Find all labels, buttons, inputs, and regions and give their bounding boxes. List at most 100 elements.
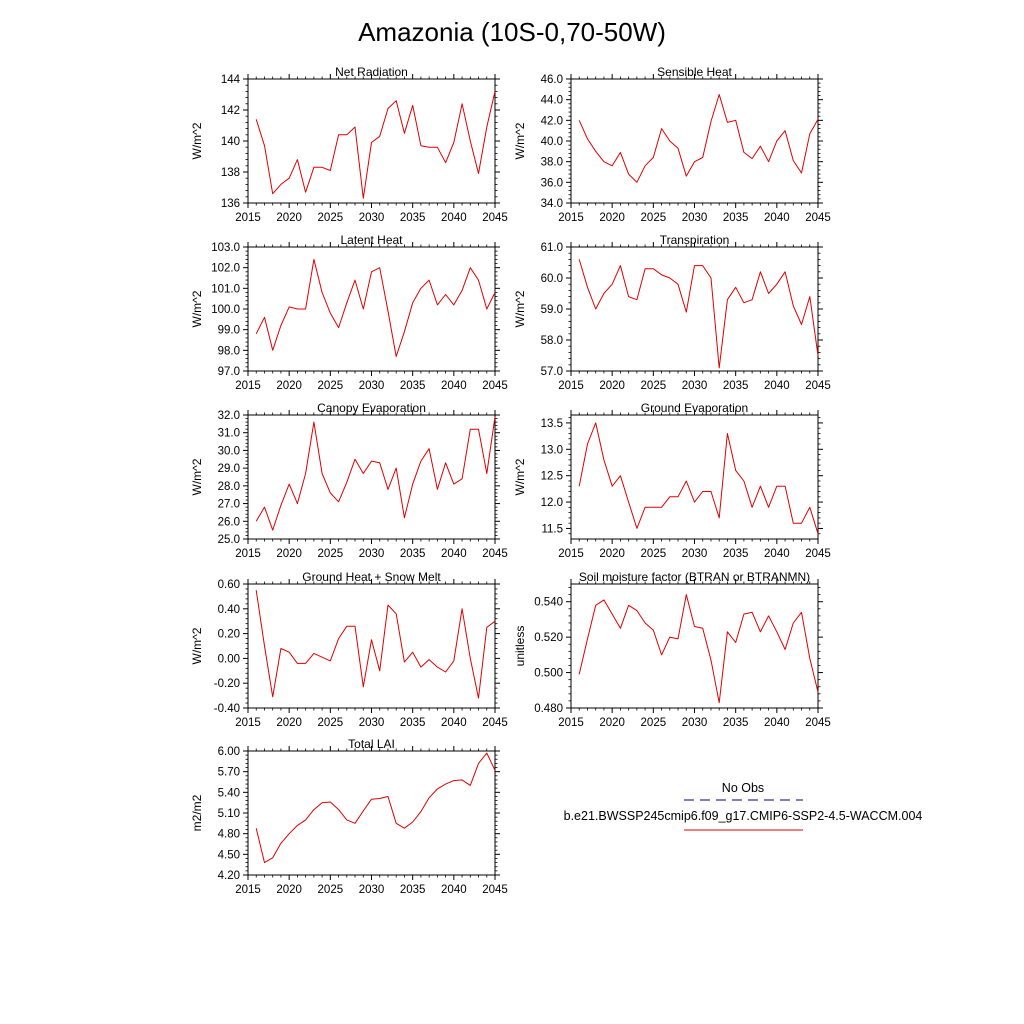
y-tick-label: 28.0 [218, 481, 240, 493]
y-tick-label: 46.0 [541, 74, 563, 86]
series-line [255, 590, 496, 699]
x-tick-label: 2015 [235, 548, 261, 560]
series-line [578, 94, 819, 183]
x-tick-label: 2035 [723, 380, 749, 392]
y-tick-label: 103.0 [211, 242, 240, 254]
x-tick-label: 2025 [318, 884, 344, 896]
y-tick-label: 0.20 [218, 629, 240, 641]
x-tick-label: 2040 [764, 380, 790, 392]
x-tick-label: 2020 [599, 717, 625, 729]
legend-label-model: b.e21.BWSSP245cmip6.f09_g17.CMIP6-SSP2-4… [564, 809, 923, 823]
panel-title: Sensible Heat [657, 65, 732, 79]
y-tick-label: 57.0 [541, 366, 563, 378]
panel-transpiration: Transpiration 2015 2020 2025 2030 2035 2040 204… [513, 233, 831, 392]
x-tick-label: 2045 [482, 380, 508, 392]
y-tick-label: 136 [221, 198, 240, 210]
y-tick-label: 44.0 [541, 95, 563, 107]
y-tick-label: 0.480 [534, 703, 563, 715]
x-tick-label: 2030 [359, 212, 385, 224]
y-tick-label: 6.00 [218, 746, 240, 758]
y-tick-label: 38.0 [541, 157, 563, 169]
x-tick-label: 2040 [441, 380, 467, 392]
series-line [255, 91, 496, 199]
y-axis-label: W/m^2 [190, 458, 204, 495]
y-tick-label: 138 [221, 167, 240, 179]
y-axis-label: W/m^2 [190, 290, 204, 327]
y-tick-label: 29.0 [218, 463, 240, 475]
panels: Net Radiation 2015 2020 2025 2030 2035 2040 204… [190, 65, 831, 896]
x-tick-label: 2015 [235, 212, 261, 224]
panel-title: Net Radiation [335, 65, 408, 79]
y-tick-label: 0.40 [218, 604, 240, 616]
x-tick-label: 2035 [400, 380, 426, 392]
y-tick-label: 0.500 [534, 668, 563, 680]
x-tick-label: 2025 [641, 717, 667, 729]
y-tick-label: 100.0 [211, 304, 240, 316]
y-tick-label: 58.0 [541, 335, 563, 347]
panel-total-lai: Total LAI 2015 2020 2025 2030 2035 2040 2045 4.2… [190, 737, 508, 896]
y-tick-label: 99.0 [218, 325, 240, 337]
x-tick-label: 2040 [764, 717, 790, 729]
x-tick-label: 2045 [482, 717, 508, 729]
panel-ground-evaporation: Ground Evaporation 2015 2020 2025 2030 2035 20… [513, 401, 831, 560]
y-tick-label: -0.20 [214, 678, 240, 690]
y-tick-label: 5.10 [218, 808, 240, 820]
y-tick-label: 34.0 [541, 198, 563, 210]
x-tick-label: 2015 [235, 884, 261, 896]
y-tick-label: -0.40 [214, 703, 240, 715]
x-tick-label: 2015 [558, 548, 584, 560]
x-tick-label: 2035 [400, 717, 426, 729]
y-axis-label: unitless [513, 626, 527, 667]
y-tick-label: 98.0 [218, 345, 240, 357]
y-axis-label: W/m^2 [190, 122, 204, 159]
y-tick-label: 11.5 [541, 523, 563, 535]
panel-title: Transpiration [660, 233, 730, 247]
x-tick-label: 2035 [400, 548, 426, 560]
y-tick-label: 40.0 [541, 136, 563, 148]
x-tick-label: 2035 [723, 548, 749, 560]
x-tick-label: 2020 [599, 548, 625, 560]
y-tick-label: 97.0 [218, 366, 240, 378]
x-tick-label: 2015 [558, 212, 584, 224]
y-tick-label: 4.50 [218, 849, 240, 861]
x-tick-label: 2035 [400, 884, 426, 896]
y-tick-label: 4.80 [218, 829, 240, 841]
y-tick-label: 13.0 [541, 444, 563, 456]
y-tick-label: 102.0 [211, 263, 240, 275]
x-tick-label: 2040 [441, 884, 467, 896]
panel-title: Total LAI [348, 737, 395, 751]
series-line [578, 422, 819, 534]
x-tick-label: 2025 [641, 212, 667, 224]
x-tick-label: 2030 [682, 548, 708, 560]
x-tick-label: 2040 [441, 212, 467, 224]
x-tick-label: 2030 [359, 717, 385, 729]
panel-title: Ground Heat + Snow Melt [302, 570, 441, 584]
legend-label-obs: No Obs [722, 781, 764, 795]
x-tick-label: 2020 [276, 548, 302, 560]
series-line [255, 258, 496, 357]
y-tick-label: 30.0 [218, 445, 240, 457]
panel-title: Latent Heat [340, 233, 403, 247]
panel-latent-heat: Latent Heat 2015 2020 2025 2030 2035 2040 2045 9… [190, 233, 508, 392]
y-tick-label: 25.0 [218, 534, 240, 546]
y-axis-label: W/m^2 [513, 290, 527, 327]
y-axis-label: W/m^2 [513, 458, 527, 495]
panel-ground-heat-snow-melt: Ground Heat + Snow Melt 2015 2020 2025 2030 2… [190, 570, 508, 729]
y-tick-label: 0.540 [534, 597, 563, 609]
y-tick-label: 0.00 [218, 653, 240, 665]
x-tick-label: 2045 [805, 212, 831, 224]
x-tick-label: 2020 [276, 717, 302, 729]
y-tick-label: 140 [221, 136, 240, 148]
panel-title: Soil moisture factor (BTRAN or BTRANMN) [579, 570, 810, 584]
panel-title: Ground Evaporation [641, 401, 748, 415]
y-tick-label: 101.0 [211, 283, 240, 295]
y-tick-label: 12.5 [541, 471, 563, 483]
x-tick-label: 2025 [318, 717, 344, 729]
series-line [578, 259, 819, 369]
x-tick-label: 2025 [641, 548, 667, 560]
x-tick-label: 2020 [276, 884, 302, 896]
y-tick-label: 0.520 [534, 632, 563, 644]
x-tick-label: 2040 [441, 717, 467, 729]
